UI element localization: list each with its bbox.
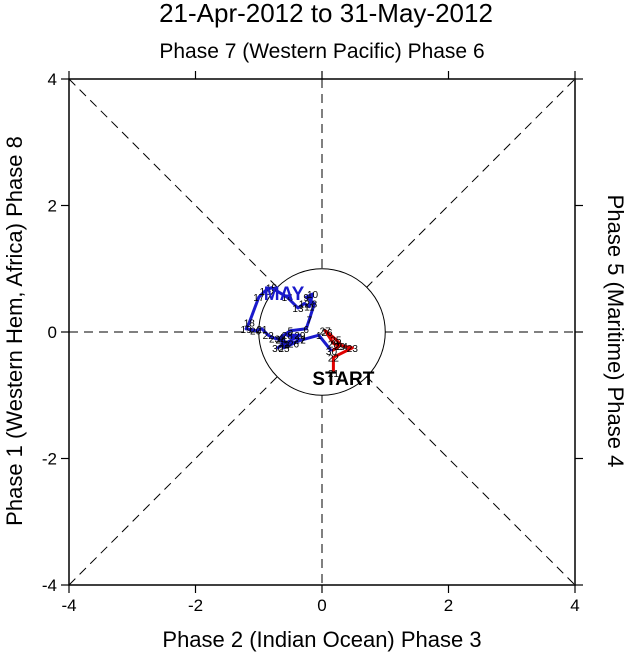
day-label: 25 xyxy=(278,344,290,355)
month-label: MAY xyxy=(264,284,305,305)
day-label: 27 xyxy=(294,336,306,347)
y-tick-label: -2 xyxy=(42,450,57,469)
day-label: 22 xyxy=(263,331,275,342)
day-label: 12 xyxy=(299,300,311,311)
annotations: MAY START xyxy=(264,284,375,390)
x-tick-label: 2 xyxy=(444,596,453,615)
day-label: 13 xyxy=(292,304,304,315)
y-tick-label: -4 xyxy=(42,576,57,595)
top-phase-label: Phase 7 (Western Pacific) Phase 6 xyxy=(159,40,484,63)
day-label: 23 xyxy=(269,334,281,345)
start-label: START xyxy=(312,369,374,390)
day-label: 29 xyxy=(294,331,306,342)
day-label: 17 xyxy=(253,293,265,304)
day-label: 31 xyxy=(278,339,290,350)
day-label: 21 xyxy=(328,369,340,380)
day-label: 1 xyxy=(316,331,322,342)
day-label: 29 xyxy=(334,342,346,353)
day-label: 6 xyxy=(303,325,309,336)
day-label: 19 xyxy=(241,325,253,336)
day-label: 16 xyxy=(260,287,272,298)
day-label: 7 xyxy=(307,315,313,326)
day-label: 28 xyxy=(328,339,340,350)
x-tick-label: -2 xyxy=(188,596,203,615)
day-label: 4 xyxy=(278,333,284,344)
day-label: 9 xyxy=(303,293,309,304)
day-label: 24 xyxy=(337,342,349,353)
day-label: 8 xyxy=(312,300,318,311)
day-label: 23 xyxy=(347,344,359,355)
chart-title: 21-Apr-2012 to 31-May-2012 xyxy=(159,0,493,28)
day-label: 14 xyxy=(282,293,294,304)
day-label: 21 xyxy=(256,325,268,336)
day-label: 30 xyxy=(326,347,338,358)
x-tick-label: 4 xyxy=(570,596,579,615)
series-line-apr xyxy=(323,329,354,374)
day-label: 22 xyxy=(328,353,340,364)
trajectory-lines xyxy=(244,286,354,374)
day-label: 26 xyxy=(288,339,300,350)
y-tick-label: 0 xyxy=(48,323,57,342)
left-phase-label: Phase 1 (Western Hem, Africa) Phase 8 xyxy=(2,136,27,526)
x-tick-label: -4 xyxy=(61,596,76,615)
series-line-may xyxy=(244,286,333,352)
day-label: 2 xyxy=(300,336,306,347)
day-label: 20 xyxy=(250,327,262,338)
day-label: 26 xyxy=(321,328,333,339)
right-phase-label: Phase 5 (Maritime) Phase 4 xyxy=(603,195,628,468)
day-label: 15 xyxy=(266,284,278,295)
day-label: 10 xyxy=(307,290,319,301)
day-label: 3 xyxy=(284,341,290,352)
day-label: 27 xyxy=(320,327,332,338)
y-tick-label: 2 xyxy=(48,197,57,216)
day-label: 5 xyxy=(288,327,294,338)
day-label: 11 xyxy=(304,303,315,314)
day-label: 18 xyxy=(244,319,256,330)
day-label: 30 xyxy=(272,344,284,355)
y-tick-label: 4 xyxy=(48,70,57,89)
day-label: 25 xyxy=(330,336,342,347)
day-label: 24 xyxy=(275,336,287,347)
x-tick-label: 0 xyxy=(317,596,326,615)
bottom-phase-label: Phase 2 (Indian Ocean) Phase 3 xyxy=(162,627,481,652)
day-label: 28 xyxy=(282,331,294,342)
